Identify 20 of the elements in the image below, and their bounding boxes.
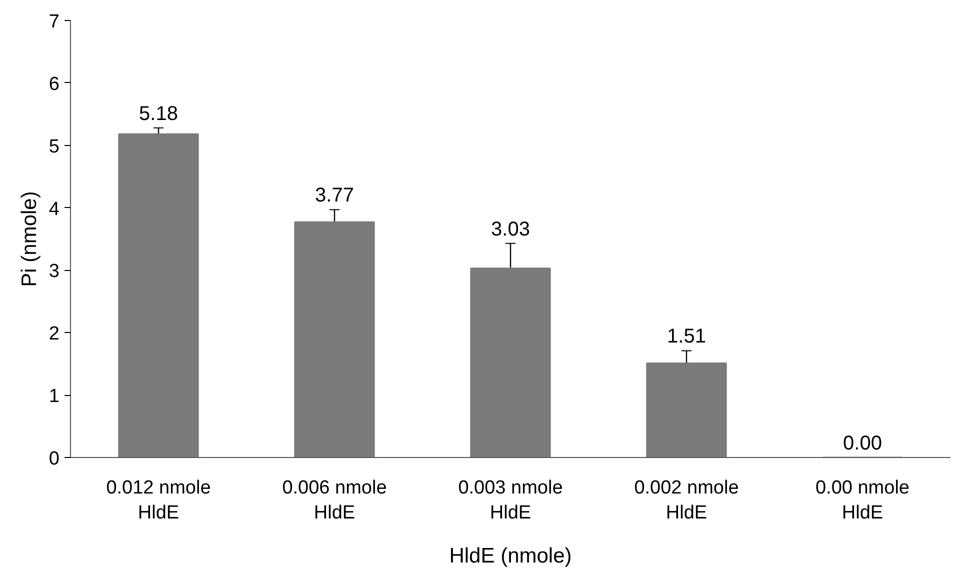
data-label: 1.51	[667, 326, 706, 348]
data-label: 0.00	[843, 432, 882, 454]
y-tick-label: 2	[48, 324, 60, 345]
y-tick-label: 1	[48, 386, 60, 408]
x-tick-label: 0.003 nmole HldE	[458, 478, 563, 524]
data-label: 5.18	[139, 102, 178, 125]
y-axis-title: Pi (nmole)	[18, 191, 41, 287]
data-label: 3.77	[315, 184, 354, 207]
x-tick-label: 0.006 nmole HldE	[282, 478, 387, 524]
y-tick-label: 5	[48, 136, 60, 158]
x-tick-label: 0.012 nmole HldE	[106, 478, 211, 524]
y-tick-label: 6	[48, 74, 60, 95]
x-tick-label: 0.00 nmole HldE	[815, 478, 910, 524]
y-tick-label: 7	[48, 12, 60, 32]
y-tick-label: 4	[48, 198, 60, 220]
data-label: 3.03	[491, 218, 530, 240]
x-axis-title: HldE (nmole)	[449, 544, 572, 568]
y-tick-label: 3	[48, 261, 60, 282]
x-tick-label: 0.002 nmole HldE	[634, 478, 739, 524]
y-tick-label: 0	[48, 448, 60, 470]
